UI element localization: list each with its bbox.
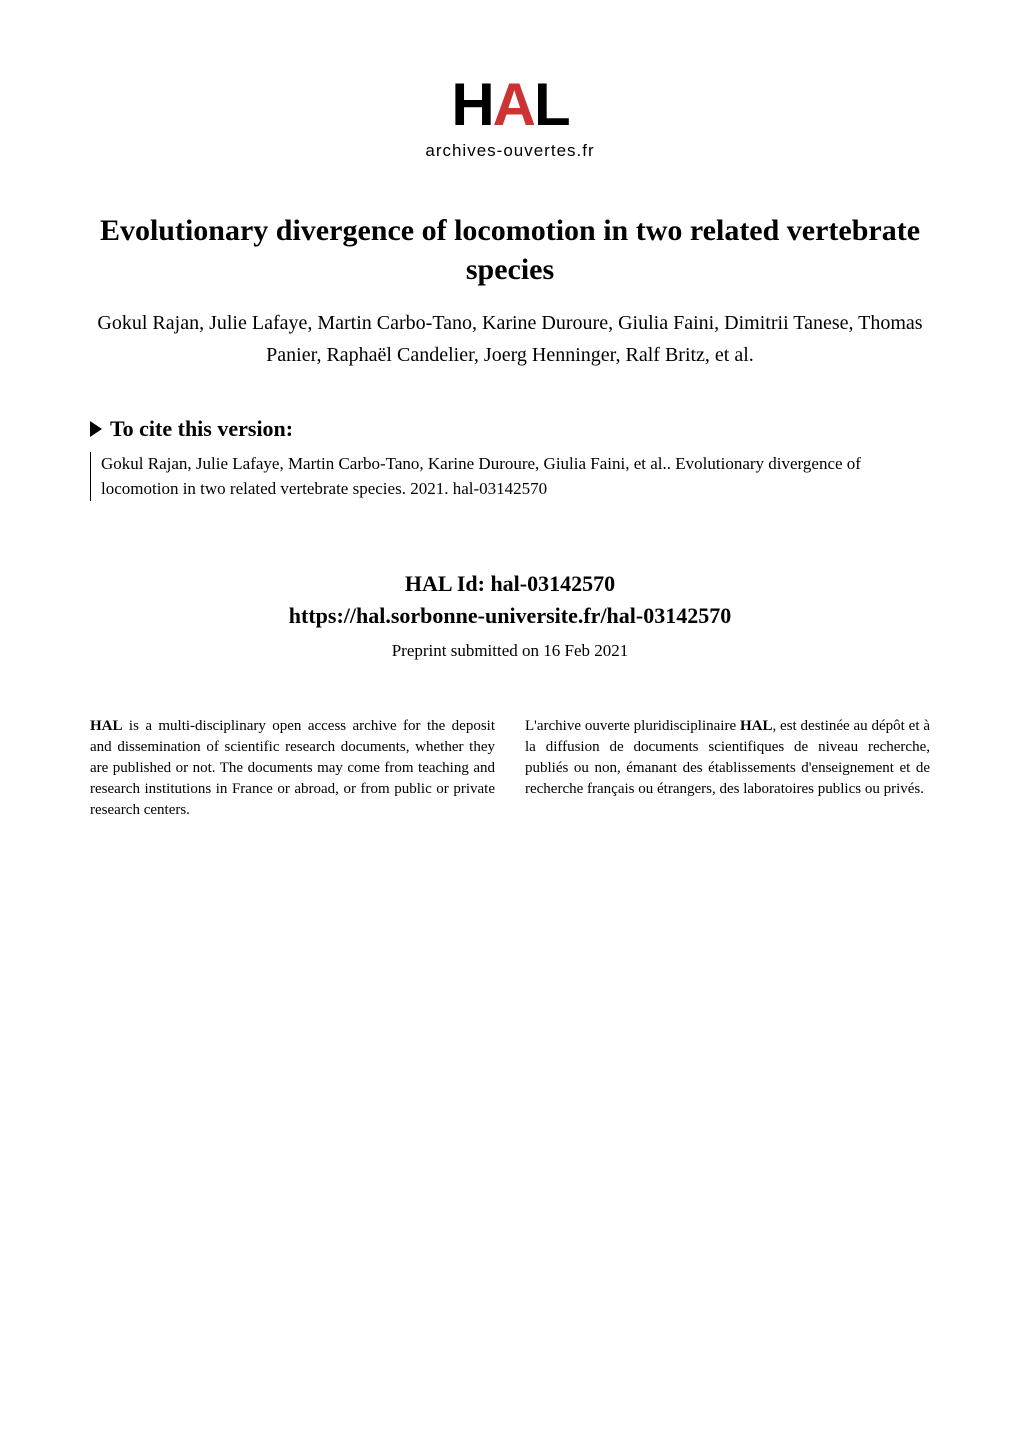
submission-date: Preprint submitted on 16 Feb 2021: [90, 641, 930, 661]
logo-letter-l: L: [534, 71, 569, 138]
hal-logo-block: HAL archives-ouvertes.fr: [90, 70, 930, 161]
description-left: HAL is a multi-disciplinary open access …: [90, 716, 495, 821]
hal-id-block: HAL Id: hal-03142570 https://hal.sorbonn…: [90, 571, 930, 661]
desc-right-prefix: L'archive ouverte pluridisciplinaire: [525, 718, 740, 734]
cite-header-text: To cite this version:: [110, 416, 293, 442]
hal-cover-page: HAL archives-ouvertes.fr Evolutionary di…: [0, 0, 1020, 1442]
cite-header: To cite this version:: [90, 416, 930, 442]
logo-subtitle: archives-ouvertes.fr: [90, 141, 930, 161]
description-columns: HAL is a multi-disciplinary open access …: [90, 716, 930, 821]
desc-right-bold: HAL: [740, 718, 773, 734]
hal-url[interactable]: https://hal.sorbonne-universite.fr/hal-0…: [90, 603, 930, 629]
author-list: Gokul Rajan, Julie Lafaye, Martin Carbo-…: [90, 307, 930, 371]
logo-letter-a: A: [493, 71, 534, 138]
cite-section: To cite this version: Gokul Rajan, Julie…: [90, 416, 930, 501]
desc-left-text: is a multi-disciplinary open access arch…: [90, 718, 495, 818]
triangle-right-icon: [90, 421, 102, 437]
logo-letter-h: H: [451, 71, 492, 138]
cite-body: Gokul Rajan, Julie Lafaye, Martin Carbo-…: [90, 452, 930, 501]
hal-id: HAL Id: hal-03142570: [90, 571, 930, 597]
description-right: L'archive ouverte pluridisciplinaire HAL…: [525, 716, 930, 821]
desc-left-bold: HAL: [90, 718, 123, 734]
title-block: Evolutionary divergence of locomotion in…: [90, 211, 930, 371]
paper-title: Evolutionary divergence of locomotion in…: [90, 211, 930, 289]
hal-logo: HAL: [90, 70, 930, 139]
